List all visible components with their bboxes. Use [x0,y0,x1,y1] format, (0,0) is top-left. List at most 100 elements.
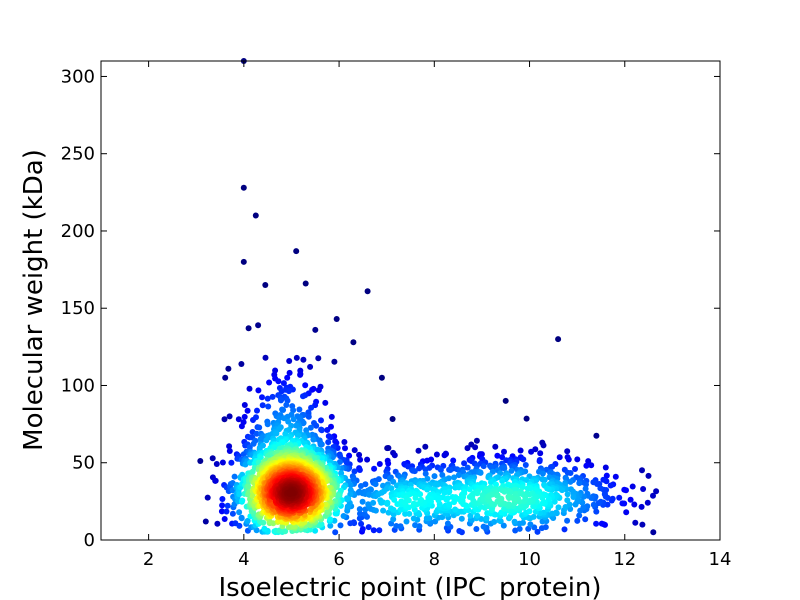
x-tick-label: 10 [518,549,541,570]
data-point [359,526,366,532]
data-point [273,430,280,437]
data-point [593,432,600,439]
data-point [422,443,429,450]
data-point [456,528,463,534]
data-point [461,460,468,467]
data-point [450,457,457,464]
data-point [307,363,314,370]
data-point [284,374,291,381]
data-point [574,517,581,524]
data-point [305,413,312,420]
data-point [423,515,430,522]
data-point [494,452,501,459]
data-point [572,501,579,508]
data-point [342,445,348,452]
data-point [540,442,547,449]
data-point [590,501,597,508]
data-point [197,458,204,464]
data-point [240,419,247,426]
data-point [603,472,610,479]
data-point [356,467,363,473]
data-point [585,458,592,465]
y-tick-label: 0 [84,530,95,551]
y-axis-ticks: 0 50 100 150 200 250 300 [61,66,720,551]
data-point [416,465,423,472]
data-point [300,356,307,363]
data-point [444,520,451,527]
data-point [623,509,630,516]
data-point [235,416,242,423]
data-point [264,395,271,402]
data-point [344,495,350,502]
data-point [351,468,358,475]
data-point [650,492,656,499]
data-point [365,524,372,531]
data-point [405,497,412,504]
data-point [372,507,379,514]
data-point [458,515,465,522]
data-point [238,361,245,367]
data-point [371,465,378,472]
data-point [229,510,236,517]
data-point [318,417,324,424]
data-point [477,469,484,476]
data-point [390,511,397,518]
data-point [525,498,532,504]
data-point [501,465,508,472]
data-point [219,496,226,502]
data-point [358,520,365,527]
data-point [285,388,292,395]
data-point [388,485,395,492]
data-point [290,416,297,423]
data-point [226,443,233,450]
data-point [562,504,569,510]
data-point [283,402,290,408]
data-point [310,436,317,443]
data-point [548,464,554,470]
data-point [236,522,243,529]
data-point [397,523,404,530]
data-point [262,282,269,288]
data-point [312,326,319,333]
data-point [572,466,578,472]
data-point [551,498,558,505]
data-point [446,501,453,508]
data-point [278,388,285,395]
data-point [598,520,605,527]
data-point [308,404,315,411]
data-point [333,316,340,322]
data-point [441,489,448,496]
data-point [411,468,418,475]
data-point [390,478,397,485]
data-point [238,514,245,521]
data-point [501,448,507,455]
data-point [228,459,235,466]
data-point [286,358,293,364]
data-point [645,472,652,479]
data-point [241,402,248,408]
data-point [282,528,289,535]
data-point [212,477,219,484]
data-point [327,516,334,523]
data-point [276,527,283,534]
data-point [246,385,253,392]
data-point [315,387,322,394]
data-point [488,479,494,486]
data-point [597,485,604,492]
data-point [522,494,529,501]
data-point [293,422,300,429]
data-point [520,519,526,526]
data-point [332,438,339,445]
data-point [564,497,571,504]
data-point [502,397,509,404]
data-point [473,526,480,532]
data-point [612,473,619,480]
data-point [290,407,297,414]
data-point [619,500,626,507]
data-point [365,501,372,508]
data-point [278,397,284,404]
data-point [526,508,533,515]
data-point [644,499,651,506]
data-point [473,437,480,444]
data-point [245,325,252,332]
